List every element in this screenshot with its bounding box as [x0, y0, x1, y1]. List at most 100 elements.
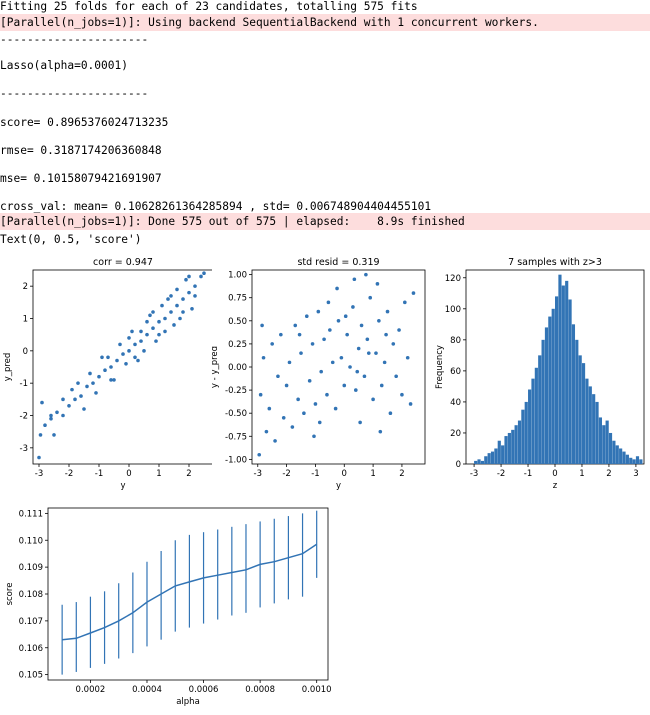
- data-point: [121, 352, 125, 356]
- data-point: [127, 349, 131, 353]
- x-tick-label: 0.0004: [132, 685, 162, 695]
- x-tick-label: -2: [65, 469, 73, 479]
- data-point: [175, 303, 179, 308]
- data-point: [316, 309, 321, 314]
- histogram-bar: [568, 299, 572, 464]
- histogram-bar: [639, 459, 643, 464]
- x-tick-label: -1: [95, 469, 103, 479]
- output-line-fitting: Fitting 25 folds for each of 23 candidat…: [0, 0, 418, 13]
- data-point: [279, 332, 283, 337]
- data-point: [190, 307, 194, 311]
- data-point: [49, 413, 53, 418]
- histogram-bar: [602, 425, 606, 464]
- data-point: [296, 397, 300, 402]
- data-point: [187, 290, 191, 295]
- cross-val-output: cross_val: mean= 0.10628261364285894 , s…: [0, 200, 432, 213]
- y-tick-label: -1.00: [225, 455, 247, 465]
- histogram-bar: [477, 459, 481, 464]
- histogram-bar: [490, 451, 495, 464]
- data-point: [178, 316, 182, 321]
- histogram-bar: [524, 401, 528, 464]
- data-point: [115, 358, 119, 363]
- data-point: [257, 452, 262, 457]
- score-line: [62, 543, 318, 641]
- histogram-bar: [474, 460, 478, 464]
- data-point: [377, 319, 381, 323]
- data-point: [365, 337, 370, 342]
- data-point: [403, 300, 407, 305]
- y-tick-label: 20: [450, 429, 461, 439]
- y-tick-label: 2: [23, 282, 28, 292]
- histogram-bar: [558, 274, 562, 464]
- parallel-start-message: [Parallel(n_jobs=1)]: Using backend Sequ…: [0, 14, 650, 31]
- data-point: [169, 310, 173, 314]
- data-point: [343, 314, 348, 318]
- separator-line: ----------------------: [0, 33, 149, 46]
- data-point: [384, 332, 388, 337]
- data-point: [368, 295, 373, 300]
- data-point: [411, 291, 416, 295]
- y-tick-label: 0.106: [19, 644, 43, 654]
- data-point: [297, 332, 302, 337]
- data-point: [109, 378, 113, 382]
- data-point: [187, 274, 191, 279]
- histogram-bar: [541, 339, 545, 464]
- histogram-bar: [484, 456, 488, 464]
- data-point: [109, 365, 113, 369]
- histogram-bar: [487, 453, 491, 464]
- data-point: [290, 425, 295, 429]
- x-tick-label: -1: [524, 469, 532, 479]
- x-tick-label: -1: [311, 469, 319, 479]
- y-tick-label: -1: [20, 379, 28, 389]
- histogram-bar: [531, 378, 535, 464]
- data-point: [319, 369, 323, 374]
- x-tick-label: -3: [35, 469, 43, 479]
- data-point: [335, 286, 339, 291]
- data-point: [385, 309, 390, 314]
- x-tick-label: -3: [254, 469, 262, 479]
- data-point: [382, 360, 387, 365]
- data-point: [169, 294, 173, 298]
- data-point: [325, 392, 329, 397]
- histogram-bar: [551, 308, 555, 464]
- x-tick-label: 0.0008: [245, 685, 275, 695]
- data-point: [260, 323, 264, 328]
- data-point: [151, 326, 155, 330]
- y-tick-label: 100: [445, 305, 461, 315]
- y-tick-label: -0.75: [225, 432, 247, 442]
- y-axis-label: score: [5, 583, 15, 606]
- y-tick-label: 0.00: [228, 363, 247, 373]
- data-point: [142, 349, 146, 353]
- data-point: [339, 355, 344, 360]
- data-point: [70, 387, 74, 392]
- data-point: [61, 413, 65, 418]
- parallel-done-message: [Parallel(n_jobs=1)]: Done 575 out of 57…: [0, 213, 650, 230]
- data-point: [276, 374, 280, 379]
- data-point: [328, 328, 332, 332]
- histogram-bar: [521, 409, 525, 464]
- data-point: [193, 294, 197, 298]
- data-point: [359, 323, 364, 328]
- data-point: [181, 310, 185, 314]
- data-point: [160, 303, 164, 308]
- data-point: [371, 397, 375, 402]
- data-point: [333, 406, 338, 411]
- data-point: [202, 271, 206, 276]
- data-point: [317, 420, 322, 425]
- x-tick-label: 1: [156, 469, 161, 479]
- data-point: [293, 323, 298, 328]
- data-point: [133, 355, 137, 360]
- histogram-bar: [598, 417, 602, 464]
- x-tick-label: 0: [126, 469, 131, 479]
- histogram-bar: [514, 425, 518, 464]
- data-point: [100, 355, 104, 360]
- histogram-bar: [544, 327, 549, 464]
- x-axis-label: y: [120, 481, 125, 491]
- y-tick-label: -0.50: [225, 409, 247, 419]
- y-tick-label: -0.25: [225, 386, 247, 396]
- y-tick-label: 0.108: [19, 590, 43, 600]
- data-point: [38, 433, 43, 437]
- histogram-bar: [480, 460, 485, 464]
- histogram-bar: [612, 440, 616, 464]
- chart-title: corr = 0.947: [93, 257, 153, 268]
